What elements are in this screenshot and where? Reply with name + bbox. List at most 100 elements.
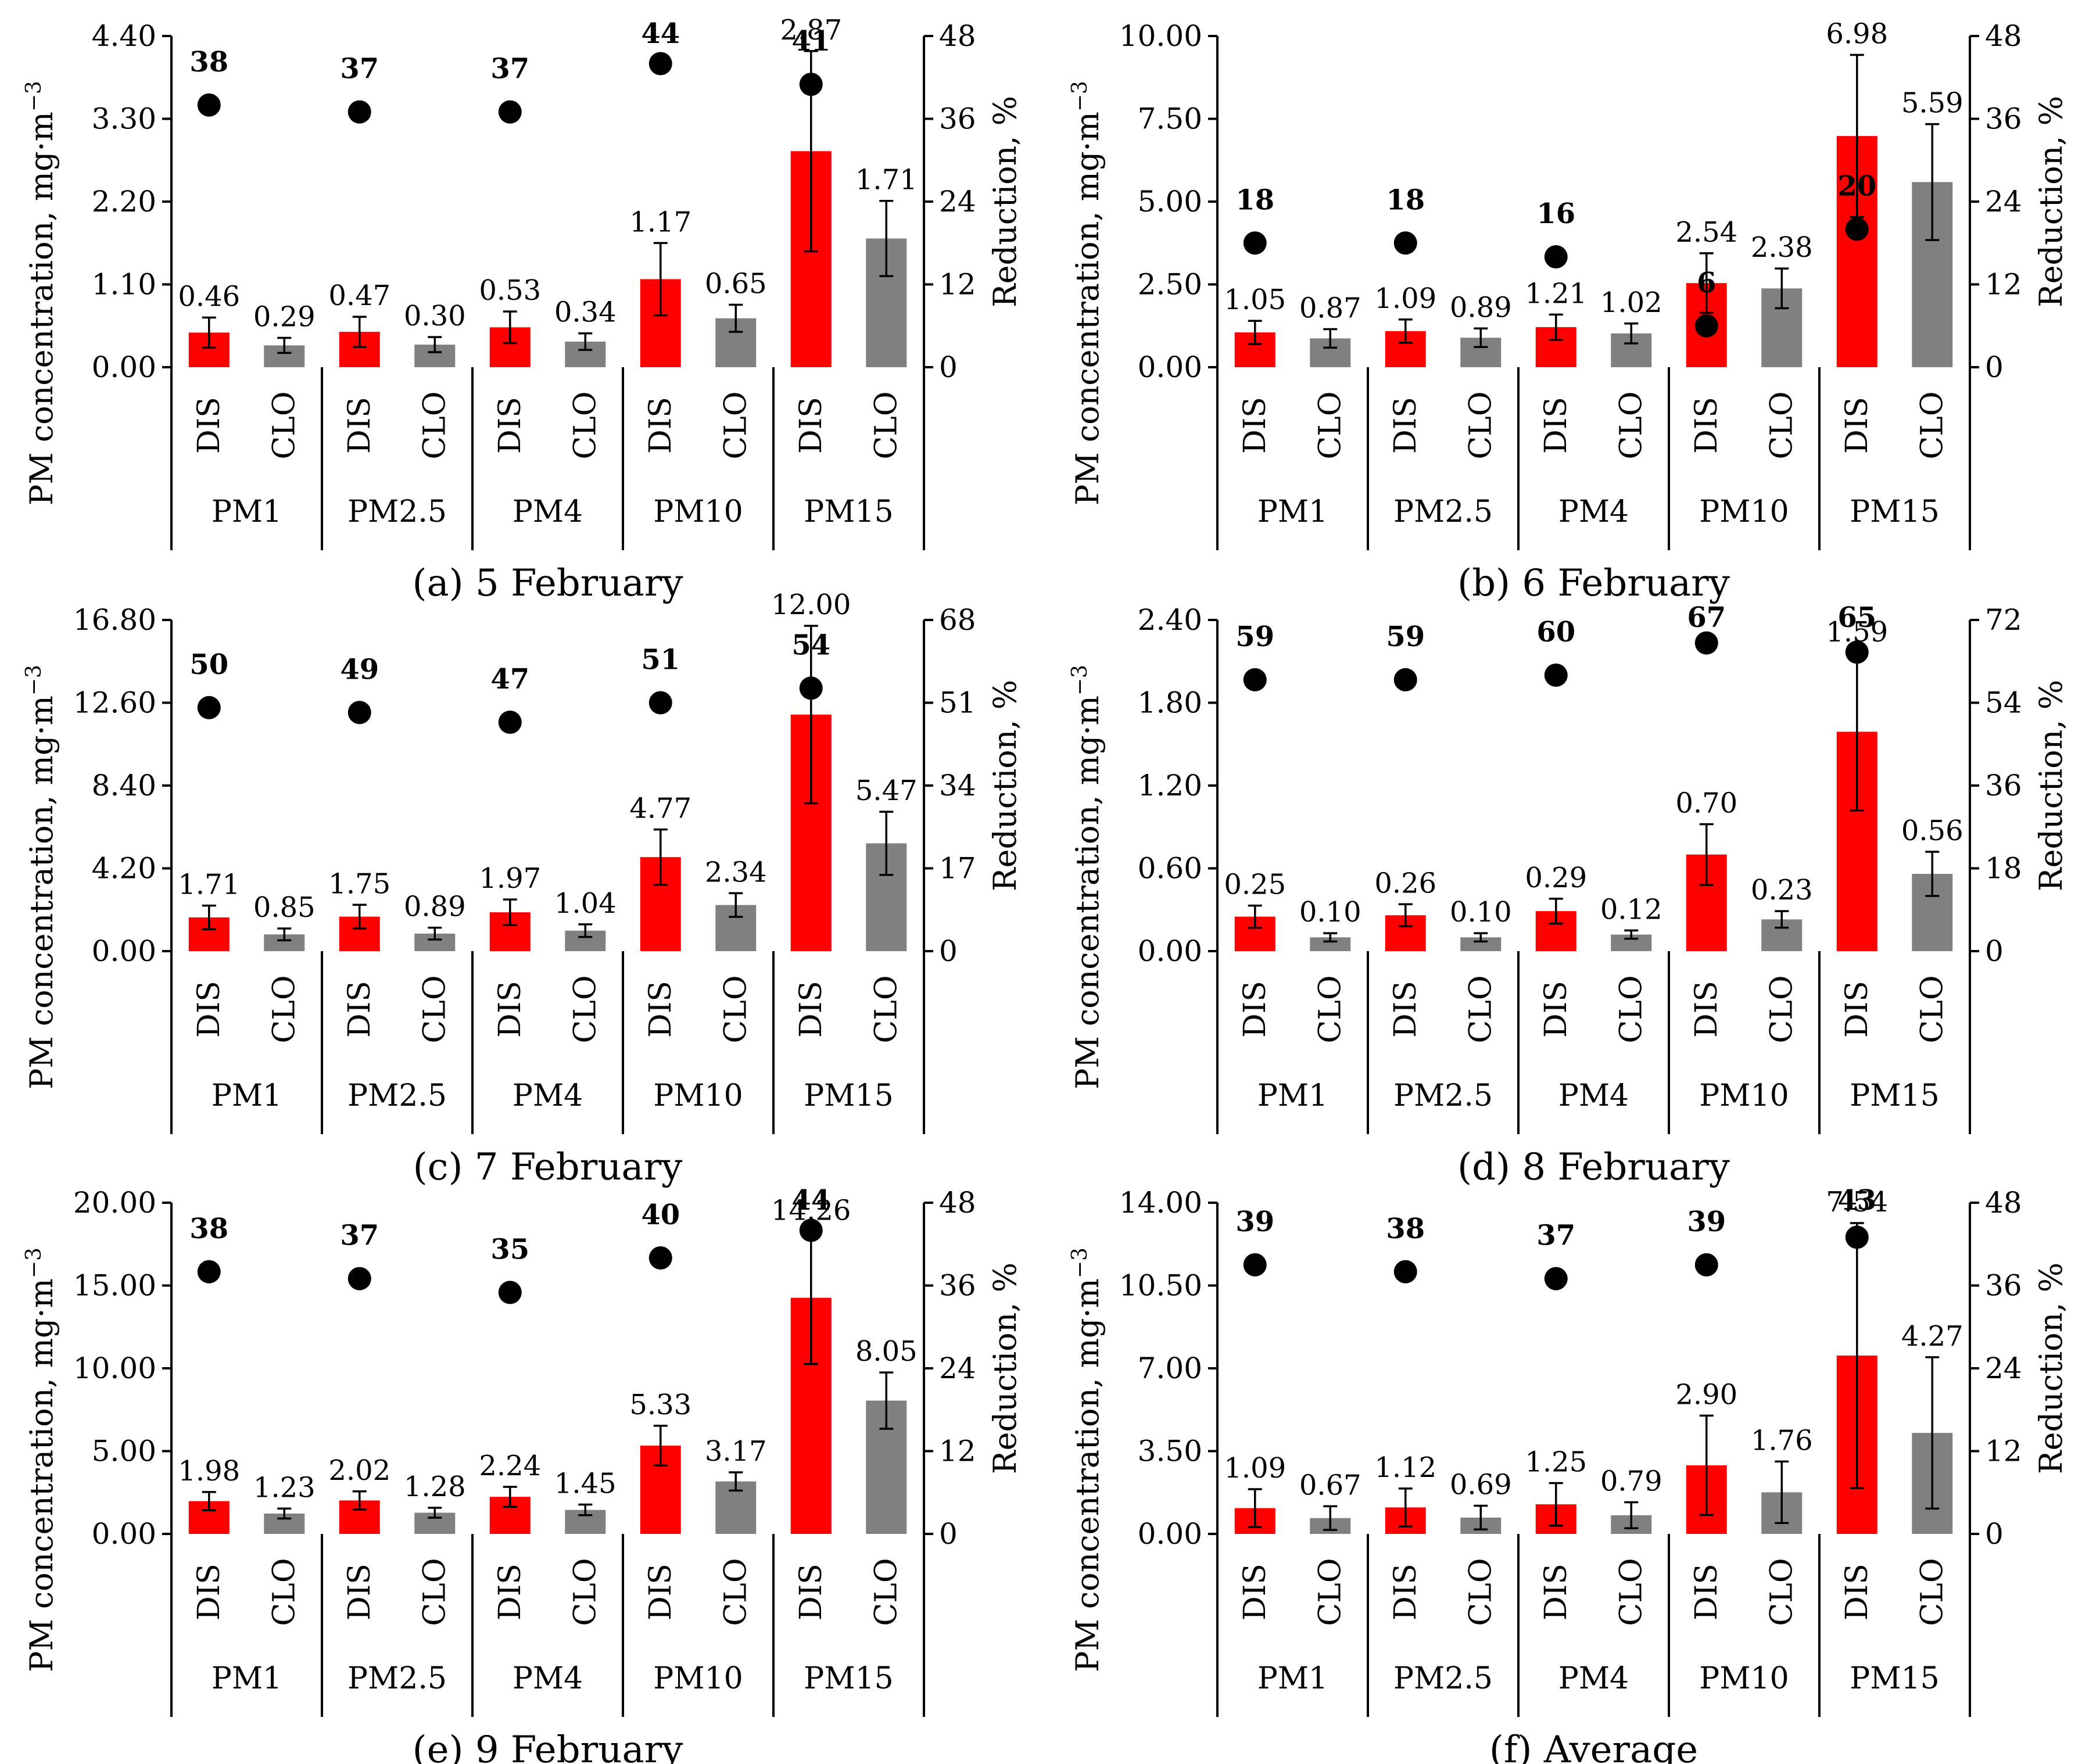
- reduction-marker: [197, 695, 221, 719]
- category-label: DIS: [1840, 397, 1875, 454]
- value-label: 0.10: [1299, 896, 1361, 928]
- y-axis-title: PM concentration, mg·m−3: [22, 1247, 60, 1672]
- value-label: 1.98: [178, 1455, 240, 1487]
- y-tick-label: 0.00: [1138, 1517, 1202, 1551]
- group-label: PM2.5: [347, 494, 447, 529]
- value-label: 0.89: [404, 891, 466, 923]
- y-axis-title: PM concentration, mg·m−3: [22, 81, 60, 505]
- value-label: 0.70: [1675, 787, 1737, 820]
- value-label: 1.97: [479, 862, 541, 895]
- reduction-label: 44: [641, 17, 680, 50]
- y-tick-label: 3.50: [1138, 1435, 1202, 1468]
- y2-tick-label: 48: [1985, 1186, 2022, 1220]
- category-label: CLO: [1915, 1558, 1950, 1626]
- category-label: CLO: [718, 392, 753, 460]
- group-label: PM1: [212, 1078, 282, 1113]
- reduction-marker: [799, 676, 823, 700]
- category-label: CLO: [568, 976, 603, 1044]
- y-axis-title-superscript: −3: [22, 665, 46, 695]
- value-label: 1.76: [1751, 1424, 1813, 1457]
- reduction-label: 37: [340, 1220, 379, 1252]
- category-label: CLO: [1614, 976, 1649, 1044]
- reduction-label: 39: [1235, 1206, 1274, 1238]
- category-label: CLO: [718, 976, 753, 1044]
- y2-tick-label: 36: [939, 1269, 976, 1303]
- category-label: DIS: [1238, 397, 1273, 454]
- value-label: 12.00: [771, 589, 851, 621]
- value-label: 0.30: [404, 300, 466, 332]
- group-label: PM2.5: [1393, 1661, 1493, 1696]
- y-axis-title-text: PM concentration, mg·m: [23, 1278, 60, 1672]
- category-label: DIS: [1689, 981, 1724, 1038]
- reduction-marker: [498, 711, 522, 734]
- value-label: 4.27: [1901, 1320, 1963, 1353]
- y-tick-label: 2.40: [1138, 603, 1202, 637]
- y2-tick-label: 24: [1985, 185, 2022, 218]
- group-label: PM10: [653, 1661, 743, 1696]
- category-label: DIS: [794, 981, 829, 1038]
- y2-tick-label: 0: [939, 1517, 958, 1551]
- reduction-label: 38: [189, 1213, 228, 1245]
- reduction-label: 47: [490, 663, 529, 695]
- reduction-marker: [648, 1246, 672, 1270]
- category-label: CLO: [267, 976, 302, 1044]
- reduction-label: 40: [641, 1199, 680, 1231]
- value-label: 0.47: [328, 279, 390, 312]
- y2-tick-label: 0: [1985, 350, 2004, 384]
- group-label: PM4: [1558, 494, 1629, 529]
- y-axis-title-superscript: −3: [1068, 81, 1092, 112]
- group-label: PM4: [1558, 1078, 1629, 1113]
- value-label: 7.54: [1826, 1186, 1888, 1218]
- value-label: 0.34: [554, 296, 617, 329]
- value-label: 8.05: [855, 1335, 918, 1368]
- y2-tick-label: 48: [939, 19, 976, 53]
- y-tick-label: 5.00: [92, 1435, 156, 1468]
- value-label: 5.47: [855, 775, 918, 807]
- reduction-label: 37: [490, 53, 529, 85]
- y2-tick-label: 36: [1985, 1269, 2022, 1303]
- y2-tick-label: 68: [939, 603, 976, 637]
- y2-tick-label: 72: [1985, 603, 2022, 637]
- category-label: CLO: [1313, 392, 1348, 460]
- category-label: DIS: [1840, 1564, 1875, 1620]
- value-label: 1.71: [178, 869, 240, 901]
- value-label: 1.17: [629, 206, 691, 238]
- group-label: PM1: [1257, 1078, 1328, 1113]
- reduction-label: 41: [791, 25, 830, 58]
- value-label: 1.45: [554, 1468, 617, 1500]
- reduction-marker: [347, 100, 371, 124]
- value-label: 2.34: [705, 856, 767, 888]
- reduction-marker: [197, 1260, 221, 1283]
- category-label: DIS: [192, 397, 227, 454]
- reduction-marker: [1544, 664, 1568, 687]
- value-label: 1.02: [1600, 286, 1662, 319]
- category-label: DIS: [794, 1564, 829, 1620]
- y-tick-label: 2.50: [1138, 268, 1202, 302]
- y2-tick-label: 54: [1985, 686, 2022, 720]
- group-label: PM15: [1850, 494, 1939, 529]
- category-label: CLO: [568, 1558, 603, 1626]
- y2-axis-title: Reduction, %: [2033, 1263, 2069, 1474]
- value-label: 0.79: [1600, 1465, 1662, 1497]
- y-tick-label: 7.50: [1138, 102, 1202, 136]
- y-tick-label: 10.00: [1119, 19, 1202, 53]
- y-tick-label: 0.00: [92, 1517, 156, 1551]
- y-tick-label: 1.80: [1138, 686, 1202, 720]
- y-axis-title-text: PM concentration, mg·m: [1069, 112, 1106, 505]
- reduction-label: 51: [641, 644, 680, 676]
- reduction-label: 49: [340, 653, 379, 686]
- reduction-label: 59: [1235, 621, 1274, 653]
- reduction-marker: [648, 52, 672, 76]
- reduction-label: 50: [189, 648, 228, 681]
- category-label: DIS: [1238, 1564, 1273, 1620]
- category-label: CLO: [1614, 392, 1649, 460]
- value-label: 2.38: [1751, 231, 1813, 264]
- y-axis-title: PM concentration, mg·m−3: [1068, 665, 1106, 1089]
- y-tick-label: 10.50: [1119, 1269, 1202, 1303]
- y2-tick-label: 51: [939, 686, 976, 720]
- reduction-label: 18: [1386, 184, 1425, 216]
- y-tick-label: 20.00: [73, 1186, 156, 1220]
- value-label: 1.04: [554, 887, 617, 920]
- reduction-label: 6: [1697, 267, 1716, 299]
- y2-tick-label: 0: [939, 934, 958, 968]
